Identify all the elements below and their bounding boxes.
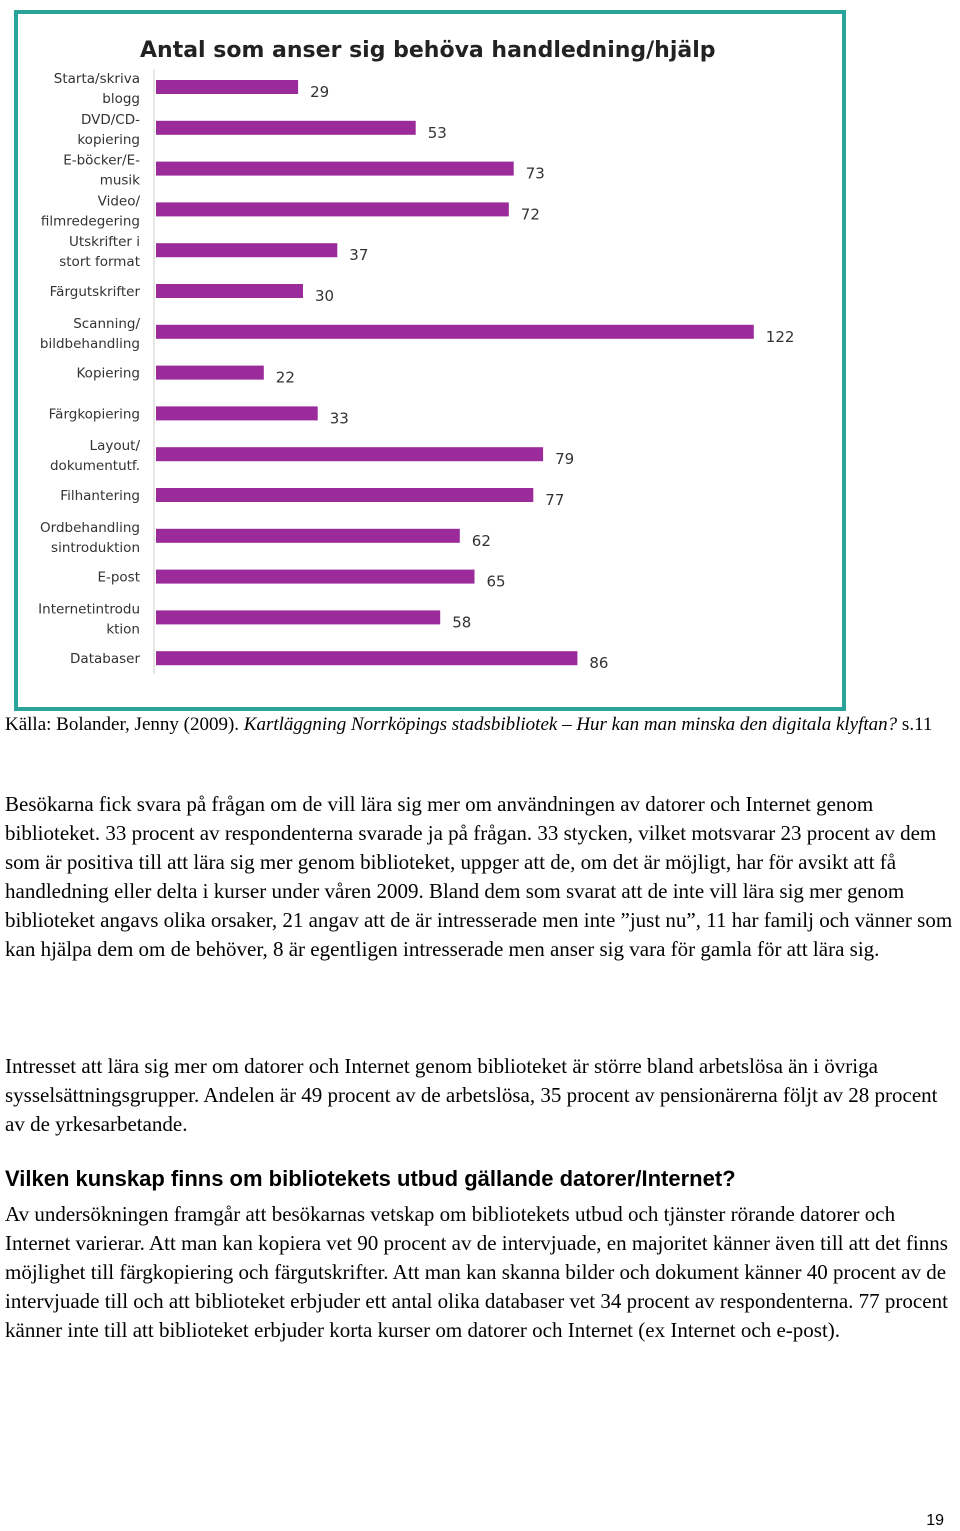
category-label-6: Scanning/bildbehandling (40, 316, 141, 352)
value-label-1: 53 (428, 124, 447, 142)
bar-14 (156, 651, 578, 666)
category-label-line: ktion (106, 621, 140, 637)
category-label-line: musik (100, 173, 140, 189)
caption-suffix: s.11 (897, 714, 933, 735)
category-label-line: filmredegering (41, 213, 140, 229)
category-label-line: E-böcker/E- (63, 153, 140, 169)
category-label-line: sintroduktion (51, 540, 140, 556)
category-label-4: Utskrifter i stort format (59, 234, 140, 270)
category-label-line: Filhantering (60, 488, 140, 504)
category-label-line: blogg (102, 91, 140, 107)
page-number: 19 (926, 1512, 944, 1529)
category-label-line: Video/ (98, 193, 141, 209)
bar-8 (156, 406, 318, 421)
category-label-12: E-post (97, 570, 140, 586)
category-label-line: Färgkopiering (49, 406, 140, 422)
value-label-14: 86 (589, 654, 608, 672)
bar-6 (156, 324, 754, 339)
category-label-1: DVD/CD-kopiering (77, 112, 140, 148)
category-label-line: dokumentutf. (50, 458, 140, 474)
value-label-13: 58 (452, 613, 471, 631)
bar-3 (156, 202, 509, 217)
category-label-line: E-post (97, 570, 140, 586)
category-label-line: Färgutskrifter (50, 284, 141, 300)
category-label-2: E-böcker/E-musik (63, 153, 140, 189)
bar-10 (156, 488, 534, 502)
category-label-10: Filhantering (60, 488, 140, 504)
bar-0 (156, 80, 299, 94)
bar-chart: Antal som anser sig behöva handledning/h… (38, 38, 794, 674)
section-heading: Vilken kunskap finns om bibliotekets utb… (5, 1166, 736, 1191)
body-paragraph-3: Av undersökningen framgår att besökarnas… (5, 1202, 948, 1342)
bar-4 (156, 243, 338, 258)
category-label-line: Databaser (70, 651, 140, 667)
category-label-line: Scanning/ (73, 316, 140, 332)
category-label-11: Ordbehandling sintroduktion (40, 520, 140, 556)
category-label-8: Färgkopiering (49, 406, 140, 422)
bar-9 (156, 447, 544, 462)
category-label-line: DVD/CD- (81, 112, 140, 128)
bar-12 (156, 569, 475, 584)
bar-5 (156, 284, 303, 298)
chart-title: Antal som anser sig behöva handledning/h… (140, 38, 716, 63)
bars-group: 29 Starta/skriva blogg 53 DVD/CD-kopiering 73… (38, 71, 794, 672)
figure-caption: Källa: Bolander, Jenny (2009). Kartläggn… (5, 713, 945, 737)
value-label-0: 29 (310, 83, 329, 101)
bar-1 (156, 120, 416, 135)
category-label-line: Starta/skriva (54, 71, 140, 87)
bar-7 (156, 365, 264, 380)
caption-prefix: Källa: Bolander, Jenny (2009). (5, 714, 244, 735)
value-label-12: 65 (487, 573, 506, 591)
value-label-6: 122 (766, 328, 795, 346)
bar-2 (156, 161, 514, 176)
value-label-2: 73 (526, 165, 545, 183)
category-label-line: bildbehandling (40, 336, 140, 352)
category-label-line: kopiering (77, 132, 140, 148)
bar-11 (156, 528, 460, 543)
category-label-9: Layout/dokumentutf. (50, 438, 140, 474)
category-label-line: Ordbehandling (40, 520, 140, 536)
category-label-line: Internetintrodu (38, 601, 140, 617)
value-label-8: 33 (330, 409, 349, 427)
category-label-line: Kopiering (77, 366, 141, 382)
category-label-7: Kopiering (77, 366, 141, 382)
category-label-5: Färgutskrifter (50, 284, 141, 300)
category-label-3: Video/filmredegering (41, 193, 141, 229)
value-label-3: 72 (521, 205, 540, 223)
value-label-9: 79 (555, 450, 574, 468)
value-label-4: 37 (349, 246, 368, 264)
bar-13 (156, 610, 441, 625)
value-label-10: 77 (545, 491, 564, 509)
body-paragraph-2: Intresset att lära sig mer om datorer oc… (5, 1054, 938, 1136)
category-label-13: Internetintrodu ktion (38, 601, 140, 637)
chart-frame: Antal som anser sig behöva handledning/h… (14, 10, 846, 711)
category-label-0: Starta/skriva blogg (54, 71, 140, 107)
caption-title: Kartläggning Norrköpings stadsbibliotek … (243, 714, 898, 735)
value-label-7: 22 (276, 369, 295, 387)
category-label-line: Utskrifter i (69, 234, 140, 250)
value-label-5: 30 (315, 287, 334, 305)
value-label-11: 62 (472, 532, 491, 550)
category-label-line: stort format (59, 254, 140, 270)
body-paragraph-1: Besökarna fick svara på frågan om de vil… (5, 792, 953, 961)
category-label-14: Databaser (70, 651, 140, 667)
category-label-line: Layout/ (90, 438, 141, 454)
